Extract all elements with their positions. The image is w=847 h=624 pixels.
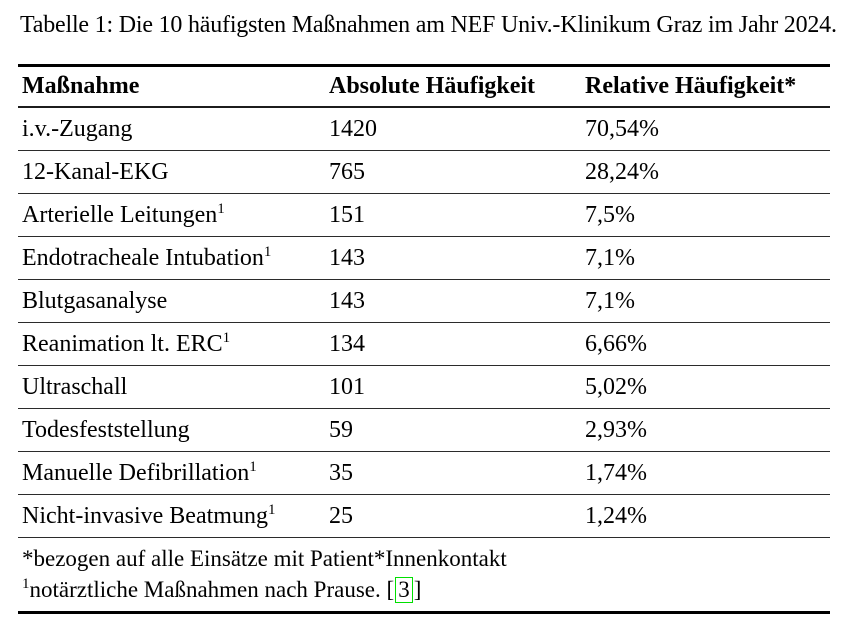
absolute-cell: 134 (329, 330, 365, 357)
footnote-one-text: notärztliche Maßnahmen nach Prause. (29, 577, 387, 602)
measure-cell: 12-Kanal-EKG (18, 159, 329, 186)
table-row: Nicht-invasive Beatmung1 25 1,24% (18, 495, 830, 538)
table-row: Blutgasanalyse 143 7,1% (18, 280, 830, 323)
measure-label: Blutgasanalyse (22, 287, 168, 314)
measures-table: Maßnahme Absolute Häufigkeit Relative Hä… (18, 64, 830, 614)
relative-cell: 28,24% (585, 158, 659, 185)
footnote-asterisk: *bezogen auf alle Einsätze mit Patient*I… (22, 546, 507, 571)
absolute-cell: 1420 (329, 115, 377, 142)
measure-cell: Todesfeststellung (18, 417, 329, 444)
table-row: Reanimation lt. ERC1 134 6,66% (18, 323, 830, 366)
footnote-one-marker: 1 (22, 576, 30, 592)
table-row: Ultraschall 101 5,02% (18, 366, 830, 409)
measure-label: Arterielle Leitungen (22, 201, 218, 228)
measure-label: Ultraschall (22, 373, 128, 400)
measure-cell: i.v.-Zugang (18, 116, 329, 143)
relative-cell: 7,1% (585, 244, 635, 271)
header-absolute-haeufigkeit: Absolute Häufigkeit (329, 73, 536, 99)
absolute-cell: 151 (329, 201, 365, 228)
table-footnotes: *bezogen auf alle Einsätze mit Patient*I… (18, 538, 830, 611)
table-row: Todesfeststellung 59 2,93% (18, 409, 830, 452)
table-row: Arterielle Leitungen1 151 7,5% (18, 194, 830, 237)
measure-cell: Reanimation lt. ERC1 (18, 329, 329, 358)
relative-cell: 7,5% (585, 201, 635, 228)
measure-label: 12-Kanal-EKG (22, 158, 169, 185)
citation-bracket-close: ] (413, 577, 422, 602)
absolute-cell: 35 (329, 459, 353, 486)
absolute-cell: 143 (329, 244, 365, 271)
table-caption: Tabelle 1: Die 10 häufigsten Maßnahmen a… (20, 12, 837, 38)
relative-cell: 1,24% (585, 502, 647, 529)
footnote-marker: 1 (249, 458, 257, 475)
footnote-marker: 1 (217, 200, 225, 217)
footnote-one: 1notärztliche Maßnahmen nach Prause. [3] (22, 574, 830, 605)
table-header-row: Maßnahme Absolute Häufigkeit Relative Hä… (18, 67, 830, 108)
header-massnahme: Maßnahme (22, 73, 140, 99)
measure-cell: Manuelle Defibrillation1 (18, 458, 329, 487)
footnote-marker: 1 (263, 243, 272, 260)
measure-cell: Endotracheale Intubation1 (18, 243, 329, 272)
relative-cell: 70,54% (585, 115, 659, 142)
citation-link[interactable]: 3 (395, 577, 413, 603)
relative-cell: 7,1% (585, 287, 635, 314)
measure-label: Todesfeststellung (22, 416, 190, 443)
measure-label: Manuelle Defibrillation (22, 459, 250, 486)
measure-cell: Nicht-invasive Beatmung1 (18, 501, 329, 530)
relative-cell: 6,66% (585, 330, 647, 357)
measure-cell: Blutgasanalyse (18, 288, 329, 315)
measure-cell: Arterielle Leitungen1 (18, 200, 329, 229)
table-row: Manuelle Defibrillation1 35 1,74% (18, 452, 830, 495)
table-row: 12-Kanal-EKG 765 28,24% (18, 151, 830, 194)
relative-cell: 2,93% (585, 416, 647, 443)
absolute-cell: 101 (329, 373, 365, 400)
absolute-cell: 765 (329, 158, 365, 185)
relative-cell: 1,74% (585, 459, 647, 486)
measure-label: Endotracheale Intubation (22, 244, 264, 271)
table-row: i.v.-Zugang 1420 70,54% (18, 108, 830, 151)
header-relative-haeufigkeit: Relative Häufigkeit* (585, 73, 797, 99)
absolute-cell: 25 (329, 502, 353, 529)
footnote-marker: 1 (267, 501, 276, 518)
measure-label: Reanimation lt. ERC (22, 330, 223, 357)
absolute-cell: 143 (329, 287, 365, 314)
absolute-cell: 59 (329, 416, 353, 443)
measure-label: Nicht-invasive Beatmung (22, 502, 268, 529)
table-row: Endotracheale Intubation1 143 7,1% (18, 237, 830, 280)
footnote-marker: 1 (222, 329, 231, 346)
relative-cell: 5,02% (585, 373, 647, 400)
measure-cell: Ultraschall (18, 374, 329, 401)
citation-bracket-open: [ (386, 577, 395, 602)
measure-label: i.v.-Zugang (22, 115, 133, 142)
